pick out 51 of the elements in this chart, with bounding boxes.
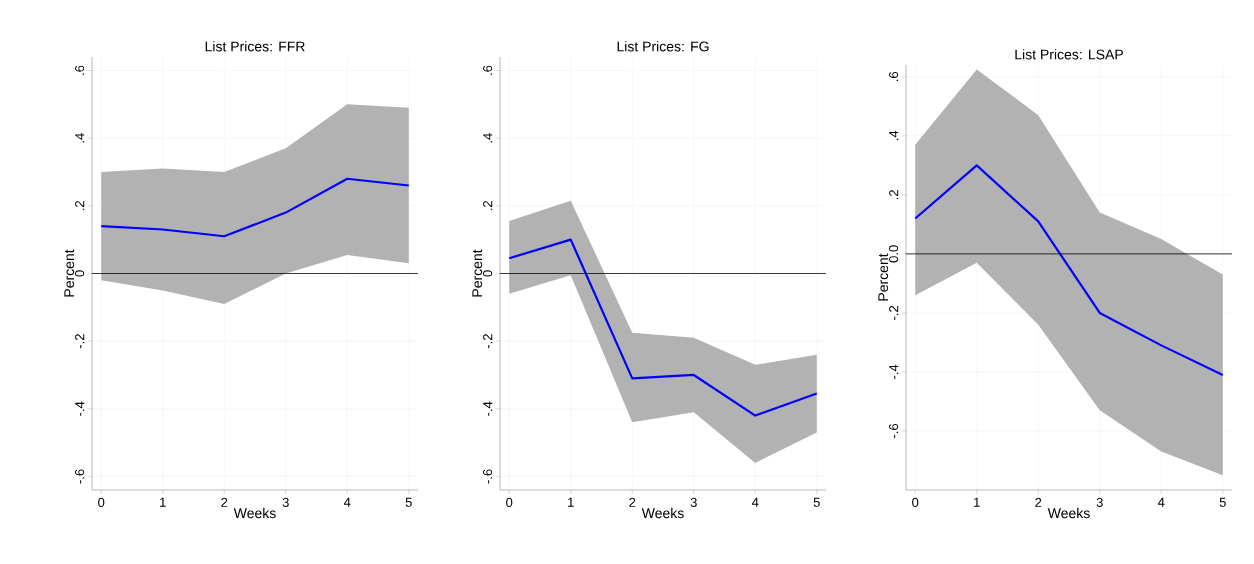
y-tick-label: -.2 (75, 334, 85, 349)
chart-title: List Prices: FG (617, 41, 709, 52)
y-axis-title: Percent (878, 253, 889, 301)
line-series (508, 238, 818, 417)
x-tick-label: 2 (1035, 497, 1042, 507)
y-tick-label: .6 (483, 65, 493, 75)
y-tick-label: 0 (483, 270, 493, 277)
y-tick-label: -.4 (889, 364, 899, 379)
x-tick-label: 3 (282, 497, 289, 507)
x-tick-label: 2 (221, 497, 228, 507)
x-axis-title: Weeks (641, 507, 684, 519)
y-tick-label: .2 (889, 190, 899, 200)
x-tick-label: 2 (629, 497, 636, 507)
x-tick-label: 5 (1219, 497, 1226, 507)
chart-title: List Prices: FFR (205, 41, 305, 52)
y-axis-title: Percent (472, 249, 483, 297)
x-tick-label: 1 (974, 497, 980, 507)
x-tick-label: 1 (568, 497, 574, 507)
x-axis-title: Weeks (233, 507, 276, 519)
line-series (914, 164, 1224, 376)
y-tick-label: -.2 (889, 305, 899, 320)
y-tick-label: .4 (889, 130, 899, 141)
y-tick-label: .4 (483, 133, 493, 143)
chart-title: List Prices: LSAP (1015, 49, 1123, 60)
x-tick-label: 4 (751, 497, 759, 507)
x-tick-label: 3 (1096, 497, 1103, 507)
y-tick-label: .6 (888, 71, 899, 82)
x-axis-title: Weeks (1047, 507, 1090, 519)
x-tick-label: 0 (98, 497, 105, 507)
x-tick-label: 0 (506, 497, 513, 507)
line-series (100, 177, 410, 238)
y-tick-label: -.4 (75, 401, 85, 416)
y-tick-label: -.6 (483, 469, 493, 484)
y-tick-label: -.6 (888, 423, 899, 438)
y-tick-label: .2 (75, 201, 85, 211)
y-tick-label: .2 (483, 201, 493, 211)
x-tick-label: 4 (1157, 497, 1165, 507)
y-tick-label: 0 (75, 270, 85, 277)
y-tick-label: 0.0 (888, 245, 899, 263)
y-tick-label: -.2 (483, 334, 493, 349)
x-tick-label: 3 (690, 497, 697, 507)
x-tick-label: 1 (160, 497, 166, 507)
y-tick-label: -.6 (75, 469, 85, 484)
y-axis-title: Percent (64, 249, 75, 297)
y-tick-label: .6 (75, 65, 85, 75)
x-tick-label: 4 (343, 497, 351, 507)
x-tick-label: 5 (813, 497, 820, 507)
y-tick-label: .4 (75, 133, 85, 143)
y-tick-label: -.4 (483, 401, 493, 416)
x-tick-label: 0 (912, 497, 919, 507)
x-tick-label: 5 (405, 497, 412, 507)
